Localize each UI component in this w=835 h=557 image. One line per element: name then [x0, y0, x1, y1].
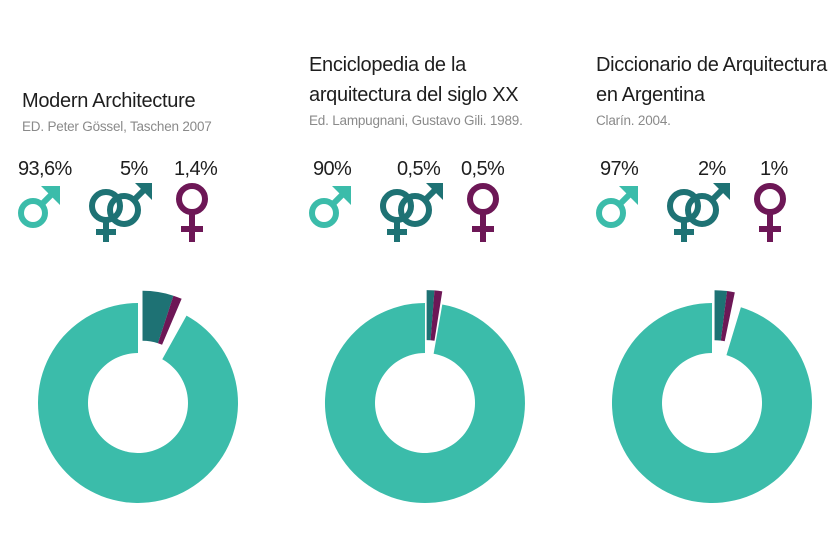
male-symbol-icon	[309, 186, 351, 228]
male-symbol-icon	[596, 186, 638, 228]
mixed-percentage-label: 2%	[698, 158, 726, 180]
donut-slice-mixed	[426, 290, 435, 341]
donut-slice-mixed	[714, 290, 728, 341]
chart-title: Enciclopedia de la arquitectura del sigl…	[309, 50, 519, 110]
chart-title: Modern Architecture	[22, 86, 196, 116]
male-percentage-label: 97%	[600, 158, 639, 180]
chart-title-line: en Argentina	[596, 84, 705, 106]
donut-slice-female	[720, 291, 735, 342]
chart-title-line: arquitectura del siglo XX	[309, 84, 519, 106]
female-percentage-label: 1,4%	[174, 158, 218, 180]
female-percentage-label: 1%	[760, 158, 788, 180]
donut-slice-male	[324, 303, 525, 503]
donut-slice-female	[430, 290, 443, 341]
chart-title-line: Enciclopedia de la	[309, 54, 466, 76]
male-female-symbol-icon	[380, 183, 443, 242]
chart-subtitle: Ed. Lampugnani, Gustavo Gili. 1989.	[309, 113, 523, 128]
donut-slice-mixed	[142, 290, 174, 344]
female-percentage-label: 0,5%	[461, 158, 505, 180]
chart-panel-3: Diccionario de Arquitectura en Argentina…	[596, 0, 835, 557]
female-symbol-icon	[176, 183, 208, 242]
chart-title-line: Diccionario de Arquitectura	[596, 54, 827, 76]
donut-chart	[611, 290, 812, 503]
donut-slice-female	[157, 295, 182, 345]
donut-chart	[38, 290, 239, 503]
female-symbol-icon	[754, 183, 786, 242]
donut-slice-male	[38, 303, 239, 503]
chart-panel-1: Modern Architecture ED. Peter Gössel, Ta…	[18, 0, 300, 557]
chart-subtitle: Clarín. 2004.	[596, 113, 671, 128]
donut-chart	[324, 290, 525, 503]
male-percentage-label: 90%	[313, 158, 352, 180]
chart-subtitle: ED. Peter Gössel, Taschen 2007	[22, 119, 212, 134]
male-female-symbol-icon	[667, 183, 730, 242]
female-symbol-icon	[467, 183, 499, 242]
male-symbol-icon	[18, 186, 60, 228]
chart-title-line: Modern Architecture	[22, 90, 196, 112]
male-female-symbol-icon	[89, 183, 152, 242]
mixed-percentage-label: 5%	[120, 158, 148, 180]
mixed-percentage-label: 0,5%	[397, 158, 441, 180]
male-percentage-label: 93,6%	[18, 158, 72, 180]
donut-slice-male	[611, 303, 812, 503]
chart-panel-2: Enciclopedia de la arquitectura del sigl…	[309, 0, 587, 557]
chart-title: Diccionario de Arquitectura en Argentina	[596, 50, 827, 110]
